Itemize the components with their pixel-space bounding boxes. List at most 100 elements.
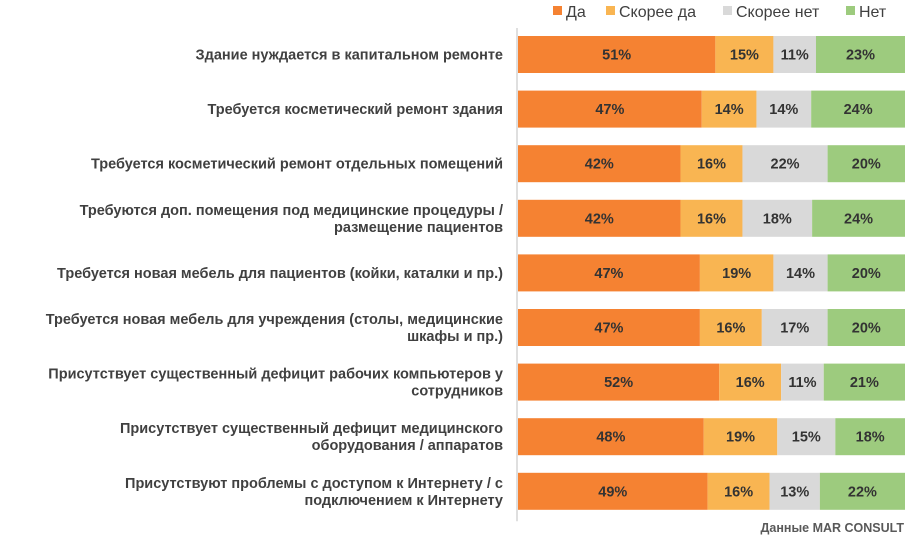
bar-segment bbox=[819, 472, 905, 510]
data-label: 51% bbox=[602, 48, 631, 64]
category-label: Присутствует существенный дефицит рабочи… bbox=[48, 367, 503, 383]
bar-row: Здание нуждается в капитальном ремонте 51… bbox=[196, 36, 905, 73]
bar-segment bbox=[680, 199, 743, 237]
data-label: 17% bbox=[780, 321, 809, 337]
bar-row: Требуется косметический ремонт отдельных… bbox=[91, 145, 905, 183]
bar-segment bbox=[756, 90, 812, 128]
data-label: 23% bbox=[846, 48, 875, 64]
legend-item: Скорее да bbox=[606, 4, 696, 21]
bar-segment bbox=[812, 199, 905, 237]
chart-rows: Здание нуждается в капитальном ремонте 51… bbox=[46, 36, 905, 510]
bar-segment bbox=[680, 145, 743, 183]
data-label: 42% bbox=[585, 211, 614, 227]
data-label: 49% bbox=[598, 484, 627, 500]
data-label: 20% bbox=[852, 321, 881, 337]
legend-item: Скорее нет bbox=[723, 4, 820, 21]
source-note: Данные MAR CONSULT bbox=[760, 521, 904, 535]
category-label: Требуется косметический ремонт отдельных… bbox=[91, 157, 503, 173]
bar-segment bbox=[701, 90, 757, 128]
bar-segment bbox=[827, 254, 905, 292]
data-label: 18% bbox=[856, 430, 885, 446]
bar-segment bbox=[742, 145, 828, 183]
data-label: 11% bbox=[781, 48, 809, 64]
bar-segment bbox=[518, 90, 702, 128]
data-label: 22% bbox=[771, 157, 800, 173]
category-label: шкафы и пр.) bbox=[407, 329, 503, 345]
bar-segment bbox=[518, 309, 700, 346]
category-label: Присутствует существенный дефицит медици… bbox=[120, 421, 503, 437]
bar-segment bbox=[518, 472, 708, 510]
data-label: 24% bbox=[844, 102, 873, 118]
data-label: 24% bbox=[844, 211, 873, 227]
bar-row: Требуются доп. помещения под медицинские… bbox=[80, 199, 905, 237]
category-label: Требуется косметический ремонт здания bbox=[207, 102, 503, 118]
data-label: 47% bbox=[594, 266, 623, 282]
legend-label: Скорее да bbox=[619, 4, 696, 21]
data-label: 16% bbox=[697, 157, 726, 173]
data-label: 11% bbox=[788, 375, 816, 391]
category-label: Требуется новая мебель для пациентов (ко… bbox=[57, 266, 503, 282]
bar-segment bbox=[719, 363, 782, 401]
bar-segment bbox=[715, 36, 774, 73]
data-label: 19% bbox=[726, 430, 755, 446]
legend: Да Скорее да Скорее нет Нет bbox=[553, 4, 887, 21]
bar-segment bbox=[707, 472, 770, 510]
data-label: 16% bbox=[697, 211, 726, 227]
bar-segment bbox=[769, 472, 820, 510]
data-label: 14% bbox=[786, 266, 815, 282]
category-label: оборудования / аппаратов bbox=[312, 438, 503, 454]
legend-swatch bbox=[723, 6, 732, 15]
data-label: 19% bbox=[722, 266, 751, 282]
category-label: Здание нуждается в капитальном ремонте bbox=[196, 48, 503, 64]
bar-segment bbox=[699, 254, 774, 292]
legend-swatch bbox=[553, 6, 562, 15]
bar-segment bbox=[703, 418, 778, 456]
bar-segment bbox=[835, 418, 905, 456]
bar-row: Требуется новая мебель для пациентов (ко… bbox=[57, 254, 905, 292]
data-label: 14% bbox=[769, 102, 798, 118]
bar-segment bbox=[518, 254, 700, 292]
bar-segment bbox=[761, 309, 828, 346]
bar-segment bbox=[827, 309, 905, 346]
data-label: 48% bbox=[596, 430, 625, 446]
category-label: размещение пациентов bbox=[334, 220, 503, 236]
data-label: 16% bbox=[716, 321, 745, 337]
bar-segment bbox=[518, 363, 720, 401]
data-label: 15% bbox=[792, 430, 821, 446]
bar-segment bbox=[781, 363, 824, 401]
bar-segment bbox=[773, 254, 828, 292]
bar-segment bbox=[742, 199, 813, 237]
category-label: Требуются доп. помещения под медицинские… bbox=[80, 203, 503, 219]
bar-segment bbox=[777, 418, 836, 456]
bar-segment bbox=[518, 418, 704, 456]
data-label: 21% bbox=[850, 375, 879, 391]
legend-swatch bbox=[846, 6, 855, 15]
category-label: сотрудников bbox=[411, 384, 503, 400]
legend-label: Скорее нет bbox=[736, 4, 820, 21]
data-label: 47% bbox=[595, 102, 624, 118]
bar-segment bbox=[827, 145, 905, 183]
bar-segment bbox=[823, 363, 905, 401]
category-label: Требуется новая мебель для учреждения (с… bbox=[46, 312, 503, 328]
data-label: 14% bbox=[715, 102, 744, 118]
bar-row: Присутствует существенный дефицит медици… bbox=[120, 418, 905, 456]
legend-label: Нет bbox=[859, 4, 887, 21]
bar-segment bbox=[699, 309, 762, 346]
data-label: 20% bbox=[852, 266, 881, 282]
category-label: Присутствуют проблемы с доступом к Интер… bbox=[125, 476, 503, 492]
data-label: 52% bbox=[604, 375, 633, 391]
data-label: 15% bbox=[730, 48, 759, 64]
bar-row: Требуется новая мебель для учреждения (с… bbox=[46, 309, 905, 346]
legend-label: Да bbox=[566, 4, 586, 21]
bar-segment bbox=[518, 145, 681, 183]
data-label: 13% bbox=[780, 484, 809, 500]
data-label: 42% bbox=[585, 157, 614, 173]
data-label: 22% bbox=[848, 484, 877, 500]
legend-item: Нет bbox=[846, 4, 887, 21]
data-label: 20% bbox=[852, 157, 881, 173]
bar-segment bbox=[773, 36, 816, 73]
bar-row: Присутствует существенный дефицит рабочи… bbox=[48, 363, 905, 401]
legend-swatch bbox=[606, 6, 615, 15]
bar-row: Присутствуют проблемы с доступом к Интер… bbox=[125, 472, 905, 510]
